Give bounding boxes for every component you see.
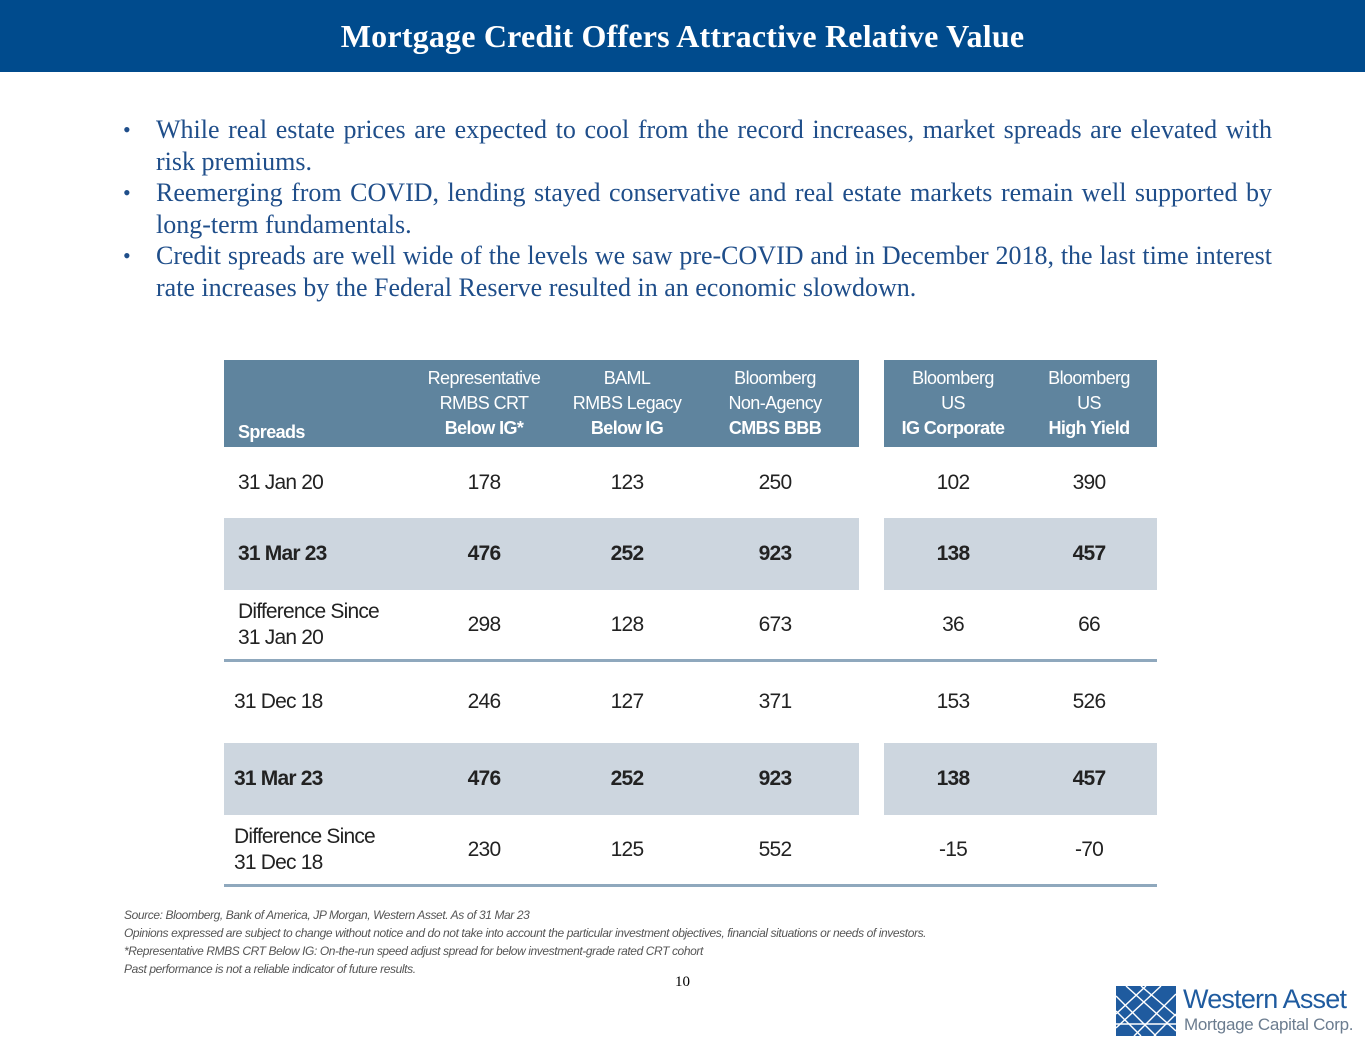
- table-cell: 250: [758, 470, 792, 494]
- column-header-line: High Yield: [1048, 418, 1130, 438]
- table-cell: 127: [610, 690, 644, 713]
- row-label: Difference Since 31 Dec 18: [234, 824, 376, 874]
- footnote-opinions: Opinions expressed are subject to change…: [124, 926, 927, 940]
- western-asset-logo-mark-icon: [1116, 986, 1176, 1036]
- column-header-line: US: [941, 393, 965, 413]
- column-header-line: US: [1077, 393, 1101, 413]
- table-cell: 371: [758, 690, 792, 713]
- column-header: Bloomberg Non-Agency CMBS BBB: [715, 366, 835, 441]
- column-header-line: Below IG: [590, 418, 664, 438]
- table-row: Difference Since 31 Jan 20 298 128 673 3…: [224, 590, 1157, 659]
- footnote-disclaimer: Past performance is not a reliable indic…: [124, 962, 416, 976]
- column-header-line: Bloomberg: [734, 368, 816, 388]
- table-header-right: [884, 360, 1157, 447]
- row-shade: [224, 743, 859, 815]
- bullet-dot: •: [123, 117, 131, 142]
- column-header: Bloomberg US High Yield: [1029, 366, 1149, 441]
- table-cell: 457: [1072, 767, 1106, 790]
- column-header-line: Non-Agency: [728, 393, 822, 413]
- table-cell: 153: [936, 690, 970, 713]
- row-shade: [884, 743, 1157, 815]
- table-divider: [224, 659, 1157, 662]
- table-cell: 138: [936, 767, 970, 790]
- table-cell: -15: [939, 837, 968, 861]
- table-cell: 123: [610, 470, 644, 494]
- logo-subtitle: Mortgage Capital Corp.: [1184, 1015, 1354, 1034]
- column-header-line: IG Corporate: [901, 418, 1005, 438]
- row-label: 31 Dec 18: [234, 690, 323, 713]
- footnote-definition: *Representative RMBS CRT Below IG: On-th…: [124, 944, 703, 958]
- table-cell: 390: [1072, 470, 1106, 494]
- column-header-line: RMBS Legacy: [572, 393, 682, 413]
- table-row: 31 Dec 18 246 127 371 153 526: [224, 662, 1157, 742]
- table-row: Difference Since 31 Dec 18 230 125 552 -…: [224, 815, 1157, 884]
- table-cell: 178: [467, 470, 501, 494]
- table-cell: 526: [1072, 690, 1106, 713]
- row-shade: [884, 518, 1157, 590]
- table-cell: 476: [467, 542, 501, 565]
- spreads-table: Spreads Representative RMBS CRT Below IG…: [224, 360, 1157, 890]
- table-cell: 125: [610, 837, 644, 861]
- footnotes: Source: Bloomberg, Bank of America, JP M…: [124, 906, 1084, 978]
- table-cell: 252: [610, 767, 644, 790]
- bullet-dot: •: [123, 243, 131, 268]
- table-cell: 102: [936, 470, 970, 494]
- bullet-dot: •: [123, 180, 131, 205]
- title-bar: Mortgage Credit Offers Attractive Relati…: [0, 0, 1365, 72]
- table-cell: 252: [610, 542, 644, 565]
- column-header-line: BAML: [603, 368, 651, 388]
- table-cell: 923: [758, 542, 792, 565]
- bullet-item: • While real estate prices are expected t…: [123, 115, 1272, 176]
- column-header-line: Representative: [427, 368, 541, 388]
- footnote-source: Source: Bloomberg, Bank of America, JP M…: [124, 908, 530, 922]
- header-spreads: Spreads: [238, 422, 305, 442]
- table-cell: 552: [758, 837, 792, 861]
- table-row: 31 Mar 23 476 252 923 138 457: [224, 518, 1157, 590]
- table-bottom-rule: [224, 884, 1157, 887]
- bullet-item: • Reemerging from COVID, lending stayed c…: [123, 178, 1272, 239]
- column-header-line: Bloomberg: [912, 368, 994, 388]
- page-title: Mortgage Credit Offers Attractive Relati…: [340, 17, 1025, 54]
- table-cell: 673: [758, 612, 792, 636]
- row-label: 31 Mar 23: [234, 767, 323, 790]
- bullet-list: • While real estate prices are expected t…: [118, 114, 1272, 303]
- column-header-line: Below IG*: [444, 418, 524, 438]
- table-cell: 923: [758, 767, 792, 790]
- table-cell: 230: [467, 837, 501, 861]
- column-header: Representative RMBS CRT Below IG*: [424, 366, 544, 441]
- bullet-item: • Credit spreads are well wide of the lev…: [123, 241, 1272, 302]
- column-header-line: CMBS BBB: [728, 418, 822, 438]
- company-logo: Western Asset Mortgage Capital Corp.: [1116, 984, 1356, 1038]
- table-cell: 457: [1072, 542, 1106, 565]
- logo-name: Western Asset: [1183, 984, 1347, 1014]
- column-header-line: RMBS CRT: [439, 393, 529, 413]
- table-cell: 298: [467, 612, 501, 636]
- table-cell: 476: [467, 767, 501, 790]
- row-label: Difference Since 31 Jan 20: [238, 599, 380, 649]
- table-cell: 138: [936, 542, 970, 565]
- table-row: 31 Mar 23 476 252 923 138 457: [224, 743, 1157, 815]
- table-cell: -70: [1075, 837, 1104, 861]
- row-label: 31 Jan 20: [238, 470, 324, 494]
- table-header-left: [224, 360, 859, 447]
- table-cell: 36: [942, 612, 965, 636]
- table-cell: 246: [467, 690, 501, 713]
- row-shade: [224, 518, 859, 590]
- column-header-line: Bloomberg: [1048, 368, 1130, 388]
- page-number: 10: [675, 974, 690, 990]
- row-label: 31 Mar 23: [238, 542, 327, 565]
- column-header: BAML RMBS Legacy Below IG: [567, 366, 687, 441]
- table-cell: 66: [1078, 612, 1101, 636]
- table-cell: 128: [610, 612, 644, 636]
- column-header: Bloomberg US IG Corporate: [893, 366, 1013, 441]
- table-row: 31 Jan 20 178 123 250 102 390: [224, 447, 1157, 518]
